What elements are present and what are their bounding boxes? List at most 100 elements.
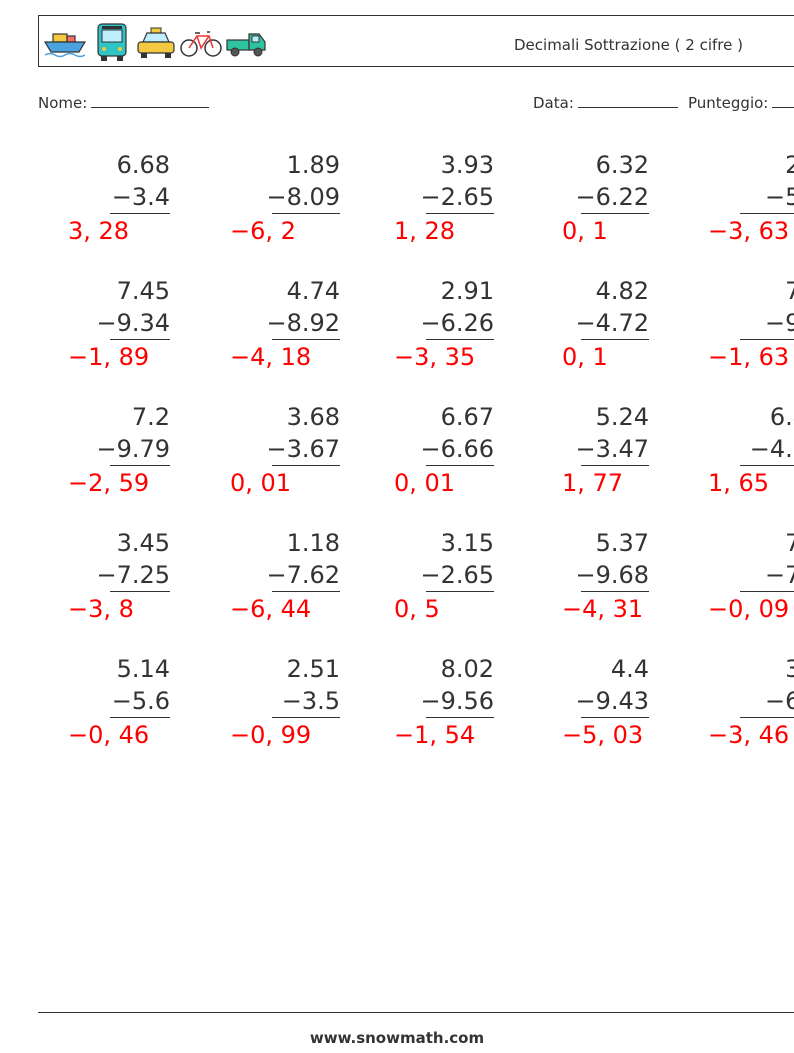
answer-rule bbox=[581, 717, 649, 718]
problem-item: 6.4 −4.8 1, 65 bbox=[648, 402, 794, 522]
answer: 0, 01 bbox=[394, 469, 456, 497]
answer-rule bbox=[740, 465, 794, 466]
problem-item: 4.74 −8.92 −4, 18 bbox=[180, 276, 340, 396]
minuend: 1.89 bbox=[286, 151, 340, 179]
minuend: 3.93 bbox=[440, 151, 494, 179]
subtrahend: −4.72 bbox=[575, 309, 649, 337]
subtrahend: −6.26 bbox=[420, 309, 494, 337]
subtrahend: −9.79 bbox=[96, 435, 170, 463]
answer-rule bbox=[272, 717, 340, 718]
minuend: 3.68 bbox=[286, 403, 340, 431]
minuend: 4.4 bbox=[610, 655, 649, 683]
minuend: 7. bbox=[785, 277, 794, 305]
answer-rule bbox=[426, 717, 494, 718]
minuend: 6.68 bbox=[116, 151, 170, 179]
footer-site: www.snowmath.com bbox=[309, 1029, 485, 1047]
footer-divider bbox=[38, 1012, 794, 1013]
answer: −5, 03 bbox=[562, 721, 644, 749]
answer: 1, 28 bbox=[394, 217, 456, 245]
answer-rule bbox=[426, 339, 494, 340]
answer: −3, 63 bbox=[708, 217, 790, 245]
answer: −2, 59 bbox=[68, 469, 150, 497]
subtrahend: −3.67 bbox=[266, 435, 340, 463]
minuend: 3. bbox=[785, 655, 794, 683]
truck-icon bbox=[226, 33, 266, 57]
problem-item: 5.14 −5.6 −0, 46 bbox=[10, 654, 170, 774]
answer: −1, 63 bbox=[708, 343, 790, 371]
problem-item: 5.37 −9.68 −4, 31 bbox=[489, 528, 649, 648]
minuend: 2.51 bbox=[286, 655, 340, 683]
worksheet-header: Decimali Sottrazione ( 2 cifre ) bbox=[38, 15, 794, 67]
answer-rule bbox=[110, 717, 170, 718]
problem-item: 2.51 −3.5 −0, 99 bbox=[180, 654, 340, 774]
subtrahend: −3.4 bbox=[111, 183, 170, 211]
answer-rule bbox=[740, 591, 794, 592]
problem-item: 3. −6. −3, 46 bbox=[648, 654, 794, 774]
answer-rule bbox=[581, 465, 649, 466]
problem-item: 5.24 −3.47 1, 77 bbox=[489, 402, 649, 522]
minuend: 7. bbox=[785, 529, 794, 557]
subtrahend: −8.92 bbox=[266, 309, 340, 337]
taxi-icon bbox=[137, 27, 175, 58]
answer-rule bbox=[110, 339, 170, 340]
answer: 1, 77 bbox=[562, 469, 624, 497]
answer: 0, 01 bbox=[230, 469, 292, 497]
answer: −3, 46 bbox=[708, 721, 790, 749]
answer: −6, 44 bbox=[230, 595, 312, 623]
minuend: 7.2 bbox=[131, 403, 170, 431]
name-field: Nome: bbox=[38, 93, 210, 112]
answer: 1, 65 bbox=[708, 469, 770, 497]
minuend: 2.91 bbox=[440, 277, 494, 305]
score-blank[interactable] bbox=[772, 93, 794, 108]
answer-rule bbox=[740, 339, 794, 340]
answer: 0, 5 bbox=[394, 595, 440, 623]
problem-item: 7.2 −9.79 −2, 59 bbox=[10, 402, 170, 522]
answer: −1, 54 bbox=[394, 721, 476, 749]
minuend: 7.45 bbox=[116, 277, 170, 305]
name-label: Nome: bbox=[38, 94, 88, 112]
minuend: 4.82 bbox=[595, 277, 649, 305]
subtrahend: −4.8 bbox=[749, 435, 794, 463]
answer-rule bbox=[110, 591, 170, 592]
problem-item: 3.68 −3.67 0, 01 bbox=[180, 402, 340, 522]
problem-item: 7. −7. −0, 09 bbox=[648, 528, 794, 648]
answer: 0, 1 bbox=[562, 343, 608, 371]
problem-item: 1.18 −7.62 −6, 44 bbox=[180, 528, 340, 648]
problem-item: 2. −5. −3, 63 bbox=[648, 150, 794, 270]
problem-item: 7.45 −9.34 −1, 89 bbox=[10, 276, 170, 396]
subtrahend: −3.47 bbox=[575, 435, 649, 463]
date-field: Data: bbox=[533, 93, 678, 112]
date-label: Data: bbox=[533, 94, 574, 112]
answer: −4, 18 bbox=[230, 343, 312, 371]
subtrahend: −7.25 bbox=[96, 561, 170, 589]
minuend: 5.37 bbox=[595, 529, 649, 557]
answer-rule bbox=[110, 465, 170, 466]
name-blank[interactable] bbox=[91, 93, 210, 108]
answer: −3, 8 bbox=[68, 595, 134, 623]
answer: 0, 1 bbox=[562, 217, 608, 245]
minuend: 1.18 bbox=[286, 529, 340, 557]
minuend: 5.24 bbox=[595, 403, 649, 431]
subtrahend: −2.65 bbox=[420, 561, 494, 589]
minuend: 6.4 bbox=[769, 403, 794, 431]
minuend: 6.32 bbox=[595, 151, 649, 179]
answer-rule bbox=[272, 339, 340, 340]
subtrahend: −6. bbox=[764, 687, 794, 715]
answer-rule bbox=[740, 213, 794, 214]
bicycle-icon bbox=[180, 31, 222, 57]
subtrahend: −2.65 bbox=[420, 183, 494, 211]
answer-rule bbox=[272, 465, 340, 466]
problem-item: 1.89 −8.09 −6, 2 bbox=[180, 150, 340, 270]
answer-rule bbox=[581, 591, 649, 592]
score-field: Punteggio: bbox=[688, 93, 794, 112]
answer-rule bbox=[272, 591, 340, 592]
minuend: 6.67 bbox=[440, 403, 494, 431]
ship-icon bbox=[43, 33, 87, 58]
answer: 3, 28 bbox=[68, 217, 130, 245]
problem-item: 7. −9. −1, 63 bbox=[648, 276, 794, 396]
worksheet-title: Decimali Sottrazione ( 2 cifre ) bbox=[514, 36, 743, 54]
date-blank[interactable] bbox=[577, 93, 678, 108]
bus-icon bbox=[97, 23, 127, 61]
answer-rule bbox=[581, 339, 649, 340]
subtrahend: −9.56 bbox=[420, 687, 494, 715]
